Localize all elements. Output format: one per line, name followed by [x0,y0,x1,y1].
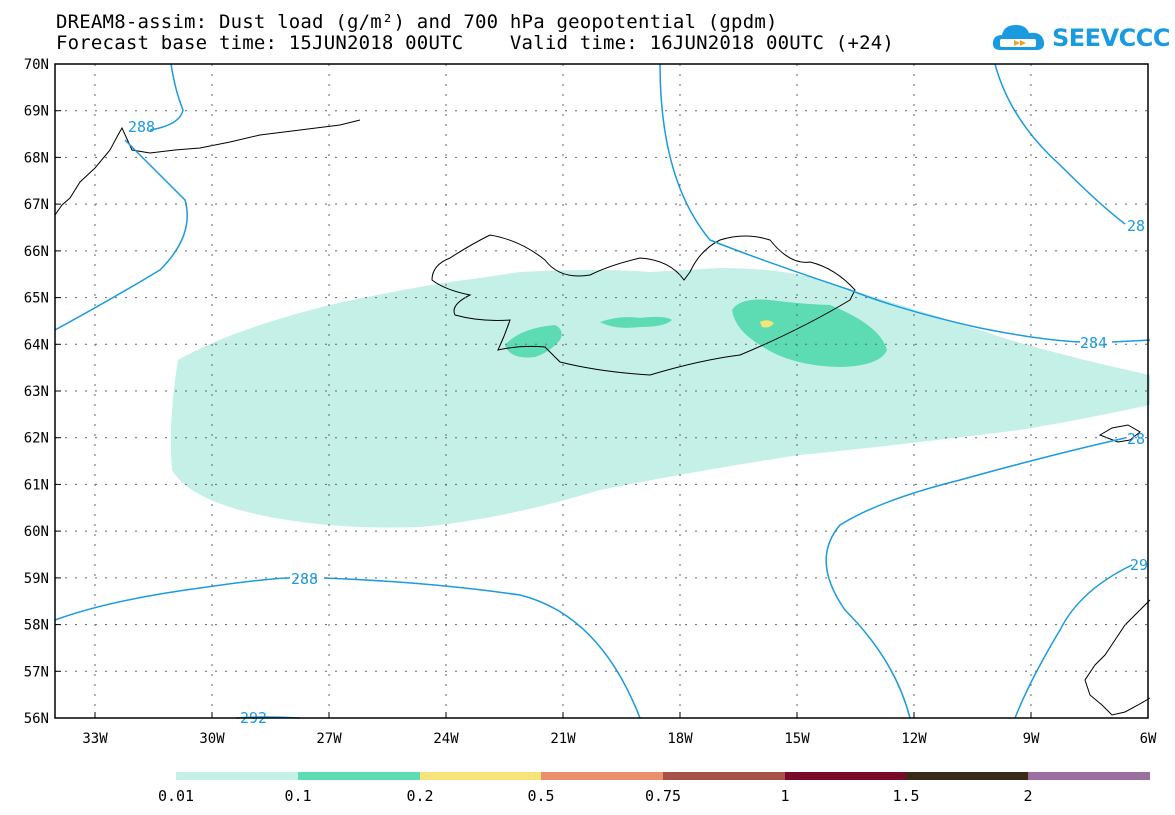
contour-label: 284 [1080,334,1107,352]
latitude-labels: 70N 69N 68N 67N 66N 65N 64N 63N 62N 61N … [24,57,49,727]
colorbar-segment [663,772,785,780]
lon-label: 15W [784,731,810,747]
lat-label: 56N [24,711,49,727]
graticule [55,64,1148,718]
longitude-labels: 33W 30W 27W 24W 21W 18W 15W 12W 9W 6W [82,731,1157,747]
lat-label: 69N [24,104,49,120]
dust-high-spot [760,320,774,328]
lat-label: 70N [24,57,49,73]
dust-layer-low [170,268,1150,528]
colorbar-label: 2 [1023,787,1033,805]
colorbar-segment [541,772,663,780]
geopotential-contours [54,63,1151,719]
axis-ticks [55,63,1032,718]
colorbar-label: 0.2 [406,787,434,805]
lon-label: 30W [199,731,225,747]
lon-label: 24W [433,731,459,747]
colorbar-segment [176,772,298,780]
iceland-coast [431,234,856,376]
colorbar-label: 0.01 [157,787,195,805]
colorbar-label: 1.5 [892,787,920,805]
faroe-coast [1098,424,1141,443]
lon-label: 18W [667,731,693,747]
colorbar-segment [298,772,420,780]
lat-label: 64N [24,337,49,353]
map-title: DREAM8-assim: Dust load (g/m²) and 700 h… [56,11,778,33]
lon-label: 27W [316,731,342,747]
lat-label: 58N [24,618,49,634]
colorbar-segment [906,772,1028,780]
contour-label: 29 [1130,556,1148,574]
colorbar-segment [420,772,541,780]
lat-label: 66N [24,244,49,260]
contour-labels: 288 284 28 288 292 28 29 [128,118,1148,727]
lon-label: 21W [550,731,576,747]
lat-label: 68N [24,150,49,166]
map-subtitle: Forecast base time: 15JUN2018 00UTC Vali… [56,32,895,54]
contour-label: 288 [128,118,155,136]
lat-label: 65N [24,291,49,307]
colorbar-label: 0.75 [644,787,682,805]
lat-label: 60N [24,524,49,540]
lon-label: 33W [82,731,108,747]
contour-label: 28 [1127,430,1145,448]
lon-label: 9W [1023,731,1040,747]
greenland-coast [54,119,361,216]
lon-label: 6W [1140,731,1157,747]
lat-label: 59N [24,571,49,587]
lon-label: 12W [901,731,927,747]
lat-label: 67N [24,197,49,213]
colorbar-label: 0.1 [284,787,312,805]
logo-text: SEEVCCC [1052,24,1171,52]
lat-label: 62N [24,431,49,447]
colorbar-label: 1 [780,787,790,805]
colorbar-segment [785,772,906,780]
colorbar [176,772,1150,780]
colorbar-segment [1028,772,1150,780]
colorbar-label: 0.5 [527,787,555,805]
lat-label: 61N [24,477,49,493]
contour-label: 28 [1127,217,1145,235]
lat-label: 63N [24,384,49,400]
scotland-coast [1084,599,1151,716]
lat-label: 57N [24,664,49,680]
seevccc-logo: SEEVCCC [990,20,1171,56]
contour-label: 288 [291,570,318,588]
cloud-icon [992,25,1045,50]
